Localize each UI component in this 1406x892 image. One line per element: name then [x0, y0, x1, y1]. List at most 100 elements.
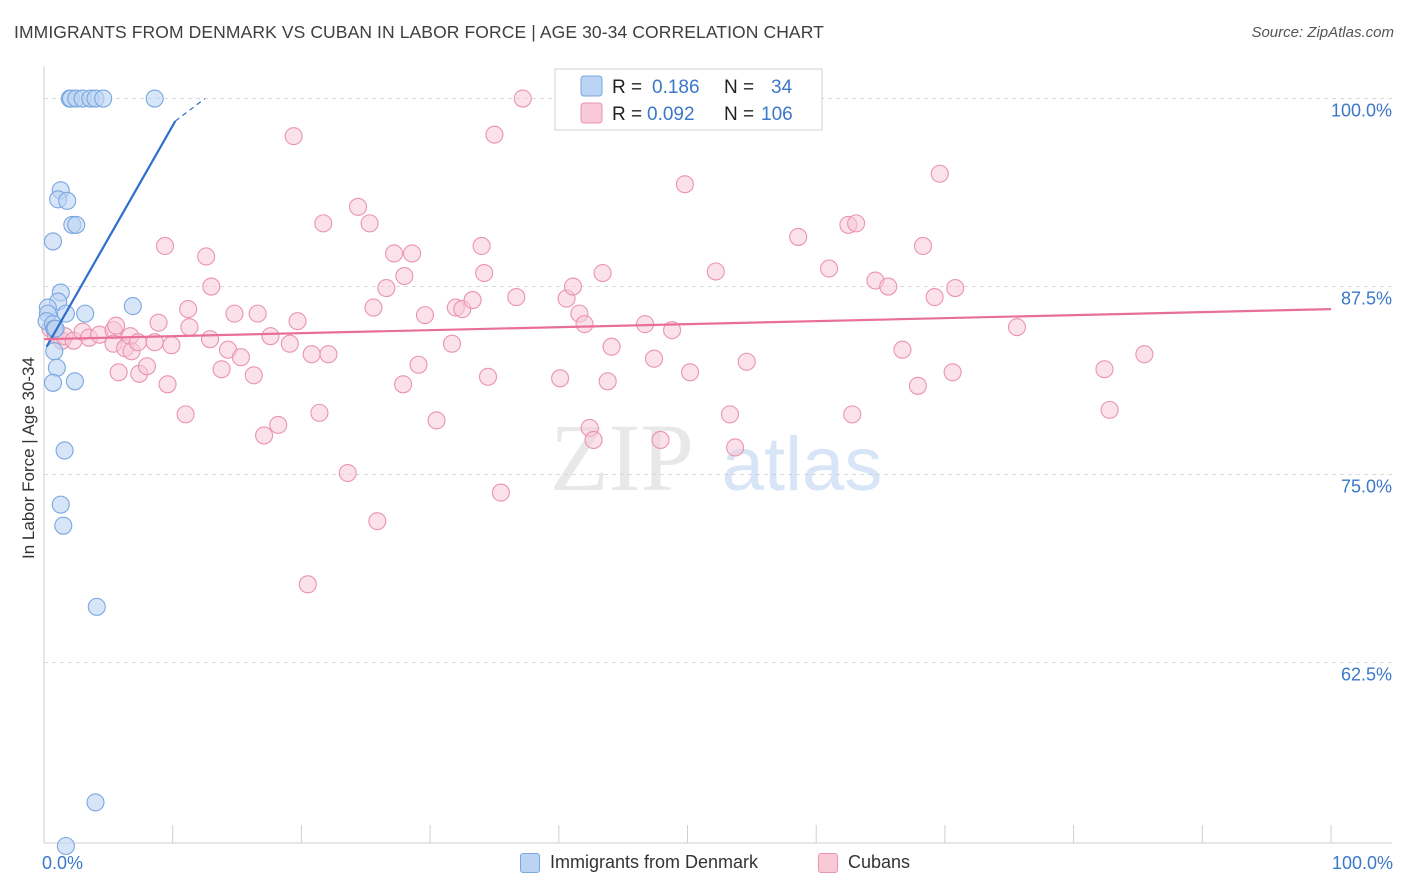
- cubans-point: [348, 197, 368, 216]
- cubans-point: [200, 330, 220, 349]
- cubans-point: [442, 334, 462, 353]
- cubans-point: [737, 352, 756, 371]
- cubans-point: [364, 298, 383, 317]
- cubans-point: [377, 279, 396, 298]
- cubans-point: [385, 244, 404, 263]
- cubans-point: [248, 304, 267, 323]
- legend-item-denmark[interactable]: Immigrants from Denmark: [520, 852, 758, 873]
- cubans-point: [943, 363, 962, 382]
- cubans-point: [109, 363, 128, 382]
- cubans-point: [314, 214, 333, 233]
- cubans-point: [584, 430, 603, 449]
- legend-swatch-cubans: [580, 102, 603, 124]
- cubans-point: [155, 236, 175, 255]
- cubans-point: [491, 483, 510, 502]
- cubans-point: [176, 405, 195, 424]
- cubans-point: [598, 372, 617, 391]
- denmark-point: [54, 516, 73, 535]
- cubans-point: [930, 164, 949, 183]
- source-label: Source: ZipAtlas.com: [1251, 24, 1394, 41]
- x-tick-labels: 0.0% 100.0%: [42, 853, 1393, 873]
- cubans-point: [427, 411, 446, 430]
- cubans-points: [41, 89, 1154, 594]
- cubans-point: [847, 214, 866, 233]
- cubans-point: [925, 288, 944, 307]
- y-tick-label: 75.0%: [1341, 477, 1392, 497]
- denmark-point: [87, 597, 106, 616]
- cubans-point: [593, 263, 612, 283]
- cubans-point: [893, 340, 912, 359]
- cubans-point: [820, 259, 839, 278]
- cubans-point: [551, 369, 570, 388]
- legend-r-value-2: 0.092: [647, 104, 695, 125]
- y-axis-label: In Labor Force | Age 30-34: [19, 357, 38, 559]
- cubans-point: [507, 288, 526, 307]
- cubans-point: [1095, 360, 1114, 379]
- x-tick-label: 100.0%: [1332, 853, 1393, 873]
- cubans-trend-line: [43, 308, 1332, 341]
- cubans-point: [368, 512, 387, 531]
- cubans-point: [663, 321, 682, 340]
- legend-r-label-1: R =: [612, 77, 642, 98]
- cubans-point: [726, 438, 745, 457]
- cubans-point: [946, 279, 965, 298]
- denmark-point: [67, 215, 86, 234]
- cubans-point: [179, 300, 198, 319]
- legend-swatch-denmark: [580, 75, 603, 97]
- legend-r-value-1: 0.186: [652, 77, 700, 98]
- x-tick-label: 0.0%: [42, 853, 83, 873]
- gridlines: [44, 98, 1392, 664]
- legend-swatch-cubans-bottom: [818, 852, 838, 873]
- cubans-point: [107, 316, 126, 335]
- legend-r-label-2: R =: [612, 104, 642, 125]
- cubans-point: [651, 430, 670, 449]
- cubans-point: [149, 313, 168, 332]
- cubans-point: [472, 236, 491, 255]
- cubans-point: [395, 266, 414, 286]
- cubans-point: [202, 277, 221, 296]
- cubans-point: [403, 244, 422, 263]
- denmark-point: [43, 232, 63, 251]
- cubans-point: [298, 575, 317, 594]
- y-tick-label: 62.5%: [1341, 665, 1392, 685]
- cubans-point: [644, 349, 664, 368]
- denmark-trend-extension: [174, 98, 206, 122]
- axes: [43, 66, 1392, 844]
- denmark-trend-line: [45, 120, 177, 348]
- stats-legend: R = 0.186 N = 34 R = 0.092 N = 106: [554, 68, 823, 131]
- cubans-point: [360, 214, 379, 233]
- cubans-point: [212, 360, 231, 379]
- cubans-point: [394, 375, 413, 394]
- y-tick-label: 87.5%: [1341, 289, 1392, 309]
- cubans-point: [225, 304, 244, 323]
- legend-item-cubans[interactable]: Cubans: [818, 852, 910, 873]
- legend-n-label-2: N =: [724, 104, 754, 125]
- cubans-point: [478, 367, 498, 386]
- trend-lines: [43, 98, 1332, 348]
- cubans-point: [261, 327, 280, 346]
- denmark-point: [55, 441, 74, 460]
- denmark-point: [145, 89, 164, 108]
- cubans-point: [162, 336, 181, 355]
- cubans-point: [681, 363, 700, 382]
- watermark-atlas: atlas: [722, 422, 883, 507]
- cubans-point: [180, 318, 199, 337]
- cubans-point: [485, 125, 504, 144]
- cubans-point: [563, 277, 583, 296]
- cubans-point: [575, 315, 594, 334]
- cubans-point: [602, 337, 621, 356]
- cubans-point: [269, 415, 288, 434]
- denmark-point: [123, 297, 142, 316]
- cubans-point: [310, 403, 329, 422]
- legend-swatch-denmark-bottom: [520, 852, 540, 873]
- denmark-point: [58, 191, 77, 210]
- denmark-point: [65, 372, 84, 391]
- denmark-point: [86, 793, 105, 812]
- legend-n-value-2: 106: [761, 104, 793, 125]
- cubans-point: [137, 357, 157, 376]
- cubans-point: [1135, 345, 1154, 364]
- cubans-point: [197, 247, 216, 266]
- cubans-point: [255, 426, 274, 445]
- cubans-point: [244, 366, 263, 385]
